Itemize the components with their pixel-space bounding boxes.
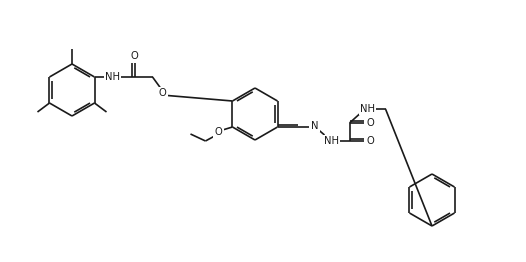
- Text: O: O: [215, 127, 222, 137]
- Text: NH: NH: [324, 136, 339, 146]
- Text: O: O: [159, 88, 166, 98]
- Text: O: O: [130, 51, 138, 61]
- Text: NH: NH: [105, 72, 120, 82]
- Text: NH: NH: [360, 104, 375, 114]
- Text: N: N: [311, 121, 318, 131]
- Text: O: O: [367, 118, 375, 128]
- Text: O: O: [367, 136, 375, 146]
